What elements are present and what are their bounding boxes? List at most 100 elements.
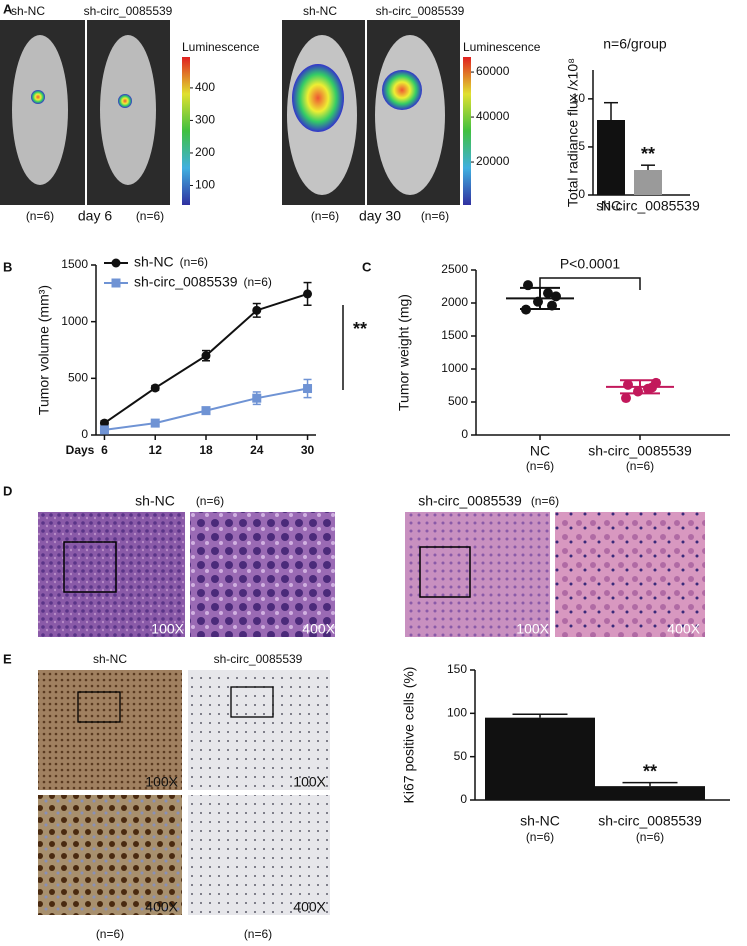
mouse-images (0, 20, 460, 205)
legend-marker (111, 258, 121, 268)
y-tick-label: 0 (578, 187, 585, 201)
x-tick-label: 30 (301, 443, 315, 457)
magnification: 400X (293, 899, 326, 915)
category-note: (n=6) (626, 459, 654, 473)
point (623, 379, 633, 390)
legend-note: (n=6) (244, 275, 272, 289)
point (99, 418, 109, 428)
magnification: 400X (302, 621, 335, 637)
scale-tick-label: 20000 (476, 154, 510, 168)
magnification: 100X (145, 774, 178, 790)
legend-note: (n=6) (180, 255, 208, 269)
significance: ** (641, 144, 655, 164)
y-axis-label: Tumor weight (mg) (396, 294, 412, 411)
y-tick-label: 0 (81, 427, 88, 441)
point (621, 393, 631, 404)
point (533, 296, 543, 307)
count-label: (n=6) (531, 494, 559, 508)
magnification: 100X (516, 621, 549, 637)
count-label: (n=6) (196, 494, 224, 508)
legend-marker (111, 278, 121, 288)
x-tick-label: sh-circ_0085539 (596, 198, 700, 214)
y-tick-label: 5 (578, 139, 585, 153)
scale-tick-label: 40000 (476, 109, 510, 123)
scale-tick-label: 60000 (476, 64, 510, 78)
histology-images (38, 512, 705, 915)
point (201, 406, 211, 416)
category-note: (n=6) (526, 830, 554, 844)
count-label: (n=6) (96, 927, 124, 941)
y-tick-label: 1000 (441, 361, 468, 375)
magnification: 400X (145, 899, 178, 915)
point (303, 289, 313, 299)
count-label: (n=6) (26, 209, 54, 223)
comparison-label: P<0.0001 (560, 256, 621, 272)
x-tick-label: 6 (101, 443, 108, 457)
group-label: sh-NC (135, 493, 175, 509)
y-tick-label: 150 (447, 662, 467, 676)
y-tick-label: 0 (461, 427, 468, 441)
point (547, 300, 557, 311)
point (252, 393, 262, 403)
significance: ** (643, 761, 657, 781)
x-tick-label: 12 (149, 443, 163, 457)
legend-label: sh-circ_0085539 (134, 274, 238, 290)
point (523, 280, 533, 291)
category-note: (n=6) (526, 459, 554, 473)
bar (485, 717, 595, 800)
y-axis-label: Ki67 positive cells (%) (401, 667, 417, 804)
y-tick-label: 1500 (441, 328, 468, 342)
point (633, 386, 643, 397)
bar (597, 120, 625, 195)
count-label: (n=6) (421, 209, 449, 223)
bar (595, 786, 705, 800)
point (201, 351, 211, 361)
chart-title: n=6/group (603, 36, 667, 52)
panel-label: E (3, 651, 12, 666)
legend-label: sh-NC (134, 254, 174, 270)
y-tick-label: 1000 (61, 314, 88, 328)
y-tick-label: 2000 (441, 295, 468, 309)
significance: ** (353, 319, 367, 339)
magnification: 100X (293, 774, 326, 790)
group-label: sh-NC (303, 4, 337, 18)
point (551, 291, 561, 302)
count-label: (n=6) (244, 927, 272, 941)
point (252, 305, 262, 315)
scale-tick-label: 300 (195, 113, 215, 127)
group-label: sh-circ_0085539 (376, 4, 465, 18)
group-label: sh-NC (11, 4, 45, 18)
x-tick-label: NC (530, 443, 550, 459)
scale-tick-label: 100 (195, 178, 215, 192)
bar (634, 170, 662, 195)
point (150, 418, 160, 428)
scale-tick-label: 200 (195, 145, 215, 159)
count-label: (n=6) (136, 209, 164, 223)
group-label: sh-circ_0085539 (84, 4, 173, 18)
panel-label: B (3, 259, 12, 274)
x-tick-label: sh-circ_0085539 (598, 813, 702, 829)
scale-tick-label: 400 (195, 80, 215, 94)
y-axis-label: Total radiance flux /x10⁸ (565, 58, 581, 207)
y-tick-label: 500 (448, 394, 468, 408)
day-label: day 30 (359, 208, 401, 224)
panel-label: D (3, 483, 12, 498)
scale-title: Luminescence (463, 40, 541, 54)
point (647, 382, 657, 393)
y-tick-label: 100 (447, 706, 467, 720)
y-tick-label: 50 (454, 749, 468, 763)
color-bar (463, 57, 471, 205)
group-label: sh-NC (93, 652, 127, 666)
panel-label: C (362, 259, 372, 274)
point (543, 288, 553, 299)
comparison-bracket (539, 277, 641, 290)
y-tick-label: 500 (68, 371, 88, 385)
count-label: (n=6) (311, 209, 339, 223)
x-axis-label: Days (66, 443, 95, 457)
point (150, 383, 160, 393)
point (99, 425, 109, 435)
y-tick-label: 0 (460, 792, 467, 806)
x-tick-label: sh-circ_0085539 (588, 443, 692, 459)
y-tick-label: 10 (572, 91, 586, 105)
